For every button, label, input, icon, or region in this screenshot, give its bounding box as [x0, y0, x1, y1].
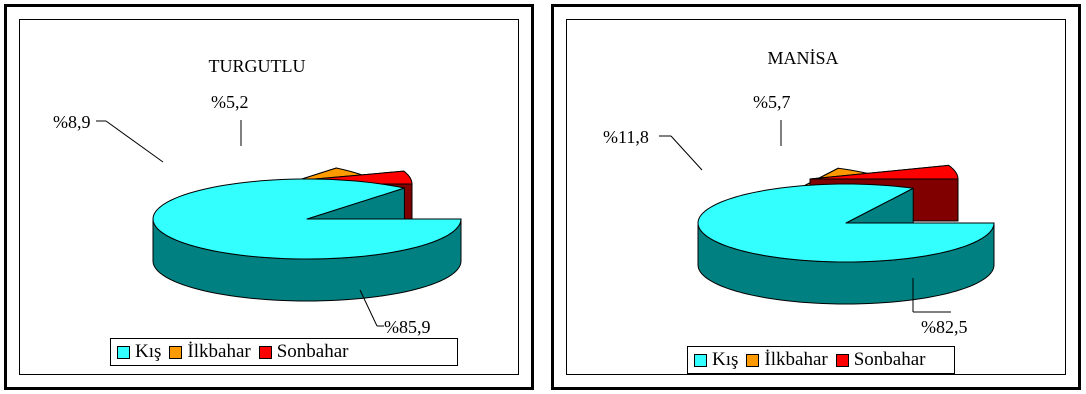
legend-item-sonbahar: Sonbahar [835, 349, 926, 371]
pie-slice-kis-top [152, 178, 462, 260]
legend-label-kis: Kış [135, 341, 162, 362]
legend-item-ilkbahar: İlkbahar [746, 349, 828, 371]
legend-item-kis: Kış [694, 349, 738, 371]
pie-chart-manisa: MANİSA %11,8 %5,7 %82,5 [603, 48, 995, 337]
legend-swatch-ilkbahar [746, 353, 760, 367]
legend-swatch-kis [694, 353, 707, 367]
data-label-sonbahar: %5,2 [211, 92, 249, 112]
legend-label-ilkbahar: İlkbahar [187, 341, 251, 362]
chart-panel-turgutlu: TURGUTLU %8,9 %5,2 %85,9 Kış İlkbahar [4, 4, 534, 390]
pie-chart-turgutlu: TURGUTLU %8,9 %5,2 %85,9 [53, 56, 462, 337]
chart-title: TURGUTLU [209, 56, 306, 76]
chart-legend: Kış İlkbahar Sonbahar [687, 346, 955, 374]
pie-slice-kis [152, 178, 462, 302]
legend-label-sonbahar: Sonbahar [276, 341, 349, 362]
legend-swatch-kis [117, 345, 130, 359]
legend-label-sonbahar: Sonbahar [853, 349, 926, 370]
legend-item-ilkbahar: İlkbahar [169, 341, 251, 363]
data-label-kis: %85,9 [384, 317, 431, 337]
chart-panel-manisa: MANİSA %11,8 %5,7 %82,5 Kış İlkbahar [551, 4, 1081, 390]
legend-swatch-sonbahar [258, 345, 272, 359]
legend-label-ilkbahar: İlkbahar [764, 349, 828, 370]
legend-swatch-sonbahar [835, 353, 849, 367]
pie-slice-kis-top [697, 183, 995, 263]
pie-slice-kis [697, 183, 995, 305]
pie-slice-sonbahar-top [809, 164, 959, 180]
chart-legend: Kış İlkbahar Sonbahar [110, 338, 458, 366]
legend-item-sonbahar: Sonbahar [258, 341, 349, 363]
data-labels: %11,8 %5,7 %82,5 [603, 92, 968, 337]
data-label-ilkbahar: %11,8 [603, 127, 649, 147]
legend-swatch-ilkbahar [169, 345, 183, 359]
chart-title: MANİSA [767, 48, 838, 68]
pie-slices [697, 164, 995, 305]
data-labels: %8,9 %5,2 %85,9 [53, 92, 431, 337]
data-label-kis: %82,5 [921, 317, 968, 337]
legend-item-kis: Kış [117, 341, 161, 363]
data-label-ilkbahar: %8,9 [53, 112, 91, 132]
chart-plot-area: TURGUTLU %8,9 %5,2 %85,9 Kış İlkbahar [19, 19, 519, 375]
pie-slices [152, 167, 462, 302]
legend-label-kis: Kış [712, 349, 739, 370]
data-label-sonbahar: %5,7 [753, 92, 791, 112]
chart-plot-area: MANİSA %11,8 %5,7 %82,5 Kış İlkbahar [566, 19, 1066, 375]
